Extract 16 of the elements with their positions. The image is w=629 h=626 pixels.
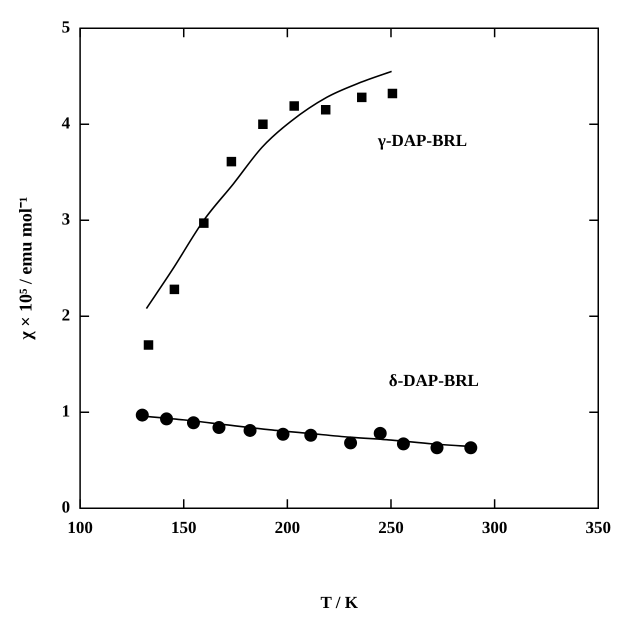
y-tick-label: 0: [62, 498, 70, 517]
y-tick-label: 2: [62, 306, 70, 325]
series-label: γ-DAP-BRL: [376, 130, 468, 150]
x-tick-label: 250: [378, 518, 404, 537]
y-tick-label: 4: [62, 114, 71, 133]
x-tick-label: 300: [482, 518, 508, 537]
text: δ-DAP-BRL: [388, 371, 479, 390]
y-tick-label: 3: [62, 210, 70, 229]
x-tick-label: 200: [274, 518, 300, 537]
y-tick-label: 5: [62, 18, 70, 37]
y-axis-title: χ × 10⁵ / emu mol⁻¹: [15, 196, 36, 341]
x-tick-label: 150: [170, 518, 196, 537]
y-tick-label: 1: [62, 402, 70, 421]
x-axis-title: T / K: [320, 593, 359, 612]
x-tick-label: 350: [586, 518, 611, 537]
x-tick-label: 100: [67, 518, 93, 537]
